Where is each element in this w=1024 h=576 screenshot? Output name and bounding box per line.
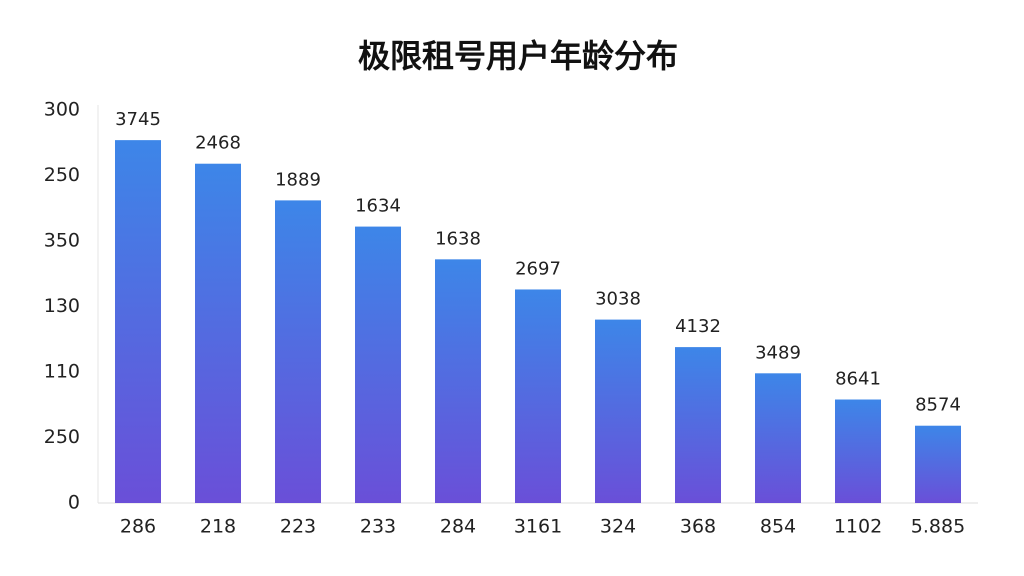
y-tick-label: 300 (44, 99, 80, 121)
bar (195, 163, 241, 503)
x-tick-label: 368 (680, 516, 716, 538)
value-label: 2697 (515, 258, 561, 279)
x-tick-label: 286 (120, 516, 156, 538)
y-tick-label: 0 (68, 492, 80, 514)
value-label: 8641 (835, 369, 881, 390)
bar (755, 373, 801, 503)
x-tick-label: 218 (200, 516, 236, 538)
bar (595, 319, 641, 503)
bar (515, 289, 561, 503)
x-tick-label: 3161 (514, 516, 562, 538)
value-label: 2468 (195, 133, 241, 154)
x-tick-label: 284 (440, 516, 476, 538)
value-label: 3489 (755, 342, 801, 363)
x-tick-label: 223 (280, 516, 316, 538)
value-label: 1889 (275, 169, 321, 190)
bar (915, 425, 961, 503)
value-label: 3038 (595, 289, 641, 310)
value-label: 3745 (115, 109, 161, 130)
x-tick-label: 233 (360, 516, 396, 538)
chart-title: 极限租号用户年龄分布 (358, 37, 678, 75)
x-tick-label: 1102 (834, 516, 882, 538)
value-label: 8574 (915, 395, 961, 416)
y-tick-label: 250 (44, 164, 80, 186)
y-tick-label: 130 (44, 295, 80, 317)
bar (435, 259, 481, 503)
bar (355, 226, 401, 503)
x-tick-label: 854 (760, 516, 796, 538)
bar (675, 347, 721, 503)
value-label: 1634 (355, 196, 401, 217)
y-tick-label: 250 (44, 426, 80, 448)
y-tick-label: 110 (44, 361, 80, 383)
value-label: 1638 (435, 228, 481, 249)
value-label: 4132 (675, 316, 721, 337)
bar (275, 200, 321, 503)
bar (835, 399, 881, 503)
x-tick-label: 5.885 (911, 516, 965, 538)
x-tick-label: 324 (600, 516, 636, 538)
y-tick-label: 350 (44, 230, 80, 252)
bar (115, 140, 161, 503)
